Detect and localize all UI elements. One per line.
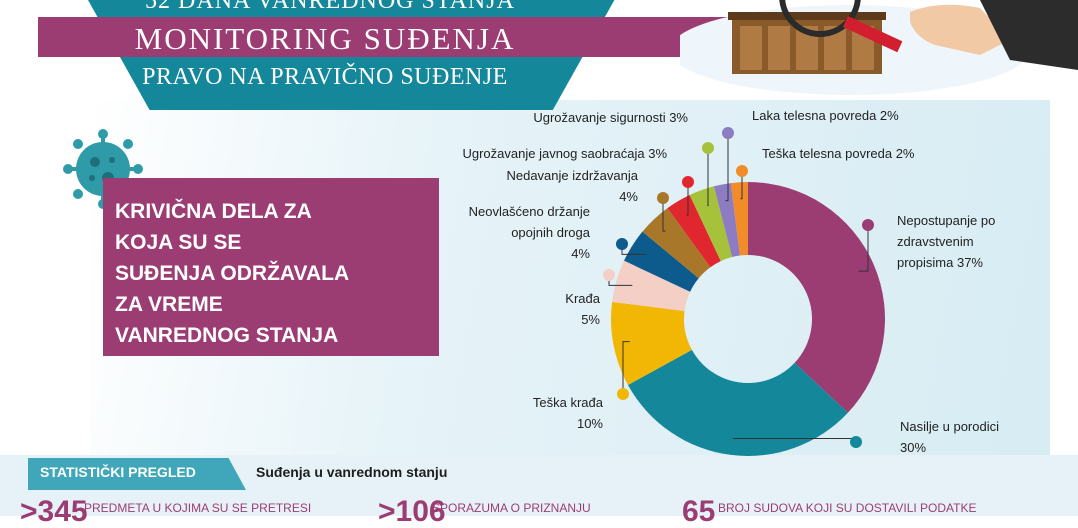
topic-line: SUĐENJA ODRŽAVALA: [115, 262, 350, 285]
header-top-line: 52 DANA VANREDNOG STANJA: [145, 0, 515, 14]
leader-dot: [862, 219, 874, 231]
leader-line: [662, 198, 666, 232]
leader-line: [707, 148, 709, 207]
slice-label: Ugrožavanje javnog saobraćaja 3%: [462, 146, 667, 161]
topic-line: KRIVIČNA DELA ZA: [115, 200, 312, 223]
slice-label: Nepostupanje po zdravstvenim propisima 37%: [897, 213, 995, 270]
stat-text: SPORAZUMA O PRIZNANJU: [432, 501, 591, 515]
leader-dot: [657, 192, 669, 204]
leader-line: [740, 171, 743, 200]
leader-dot: [722, 127, 734, 139]
leader-line: [858, 225, 869, 272]
donut-slice: [627, 349, 848, 457]
stat-text: BROJ SUDOVA KOJI SU DOSTAVILI PODATKE: [718, 501, 977, 515]
slice-label: Nasilje u porodici 30%: [900, 419, 999, 455]
chart-slices: [611, 182, 886, 457]
donut-slice: [612, 260, 691, 311]
leader-dot: [682, 176, 694, 188]
leader-dot: [603, 269, 615, 281]
leader-line: [686, 182, 689, 216]
page-subtitle: PRAVO NA PRAVIČNO SUĐENJE: [142, 64, 508, 90]
leader-dot: [850, 436, 862, 448]
stat-text: PREDMETA U KOJIMA SU SE PRETRESI: [84, 501, 312, 515]
slice-label: Teška telesna povreda 2%: [762, 146, 915, 161]
slice-label: Krađa 5%: [565, 291, 600, 327]
chart-leaders: [603, 127, 874, 448]
donut-slice: [689, 186, 733, 262]
leader-line: [622, 341, 630, 394]
slice-label: Neovlašćeno držanje opojnih droga 4%: [469, 204, 591, 261]
slice-label: Nedavanje izdržavanja 4%: [506, 168, 638, 204]
stats-tab-label: STATISTIČKI PREGLED: [40, 464, 196, 480]
donut-slice: [642, 208, 711, 279]
courthouse-illustration: [680, 0, 1078, 95]
leader-dot: [617, 388, 629, 400]
donut-slice: [624, 231, 699, 292]
donut-slice: [748, 182, 886, 413]
chart-topic-box: KRIVIČNA DELA ZA KOJA SU SE SUĐENJA ODRŽ…: [103, 178, 439, 356]
stats-subtitle: Suđenja u vanrednom stanju: [256, 464, 448, 480]
leader-dot: [736, 165, 748, 177]
donut-slice: [730, 182, 748, 256]
topic-line: VANREDNOG STANJA: [115, 324, 339, 347]
leader-dot: [702, 142, 714, 154]
slice-label: Laka telesna povreda 2%: [752, 108, 899, 123]
topic-line: KOJA SU SE: [115, 231, 242, 254]
donut-slice: [611, 301, 692, 386]
slice-label: Teška krađa 10%: [533, 395, 604, 431]
donut-chart: Nepostupanje po zdravstvenim propisima 37%…: [462, 108, 999, 457]
donut-slice: [667, 195, 721, 268]
page-title: MONITORING SUĐENJA: [134, 21, 516, 56]
slice-label: Ugrožavanje sigurnosti 3%: [533, 110, 688, 125]
leader-line: [725, 133, 729, 202]
leader-dot: [616, 238, 628, 250]
donut-slice: [713, 183, 740, 258]
stats-tab: [28, 458, 246, 490]
topic-line: ZA VREME: [115, 293, 223, 316]
stat-number: >345: [20, 495, 88, 528]
stat-number: 65: [682, 495, 716, 528]
